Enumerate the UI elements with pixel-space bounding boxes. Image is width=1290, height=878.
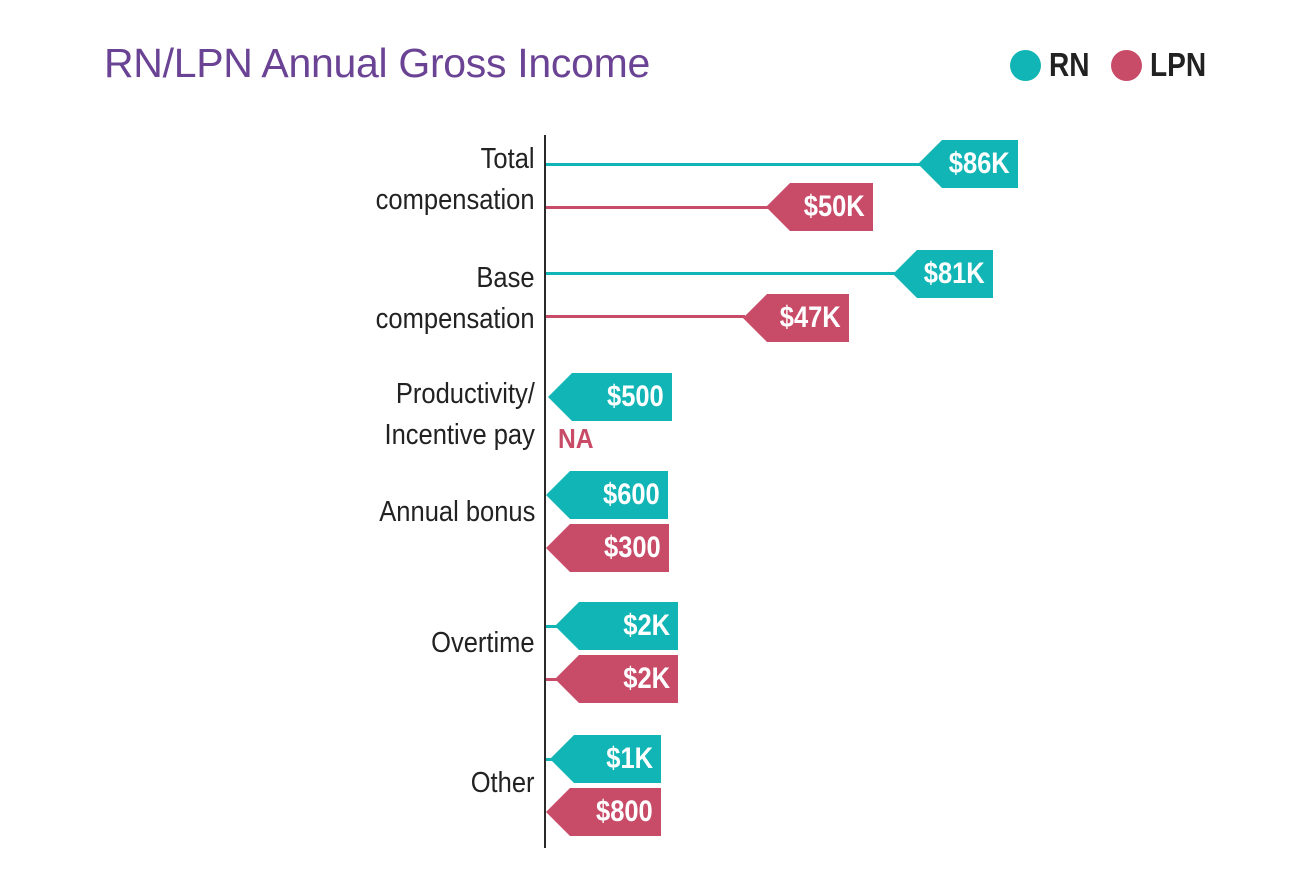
value-tag-productivity-rn: $500 — [548, 373, 672, 421]
value-tag-total-lpn: $50K — [766, 183, 873, 231]
value-tag-overtime-lpn: $2K — [555, 655, 678, 703]
category-label-other: Other — [471, 763, 535, 804]
tag-shape-icon — [546, 788, 661, 836]
category-label-productivity: Productivity/ Incentive pay — [385, 374, 535, 456]
legend-item-lpn: LPN — [1110, 46, 1216, 84]
bar-line-total-rn — [546, 163, 920, 166]
category-label-base: Base compensation — [376, 258, 535, 340]
category-label-total: Total compensation — [376, 139, 535, 221]
category-label-line: compensation — [376, 303, 535, 335]
value-label: $47K — [780, 301, 841, 334]
value-label: $2K — [623, 609, 670, 642]
rn-dot-icon — [1010, 49, 1041, 81]
category-label-overtime: Overtime — [431, 623, 535, 664]
bar-line-base-lpn — [546, 315, 745, 318]
value-label: $81K — [924, 257, 985, 290]
value-tag-base-rn: $81K — [893, 250, 993, 298]
tag-shape-icon — [766, 183, 873, 231]
value-tag-total-rn: $86K — [918, 140, 1018, 188]
tag-shape-icon — [743, 294, 849, 342]
value-tag-other-rn: $1K — [550, 735, 661, 783]
legend-label-lpn: LPN — [1149, 46, 1206, 83]
bar-line-overtime-lpn — [546, 678, 558, 681]
value-label: $86K — [949, 147, 1010, 180]
value-label: $800 — [596, 795, 653, 828]
category-label-line: Other — [471, 767, 535, 799]
tag-shape-icon — [546, 524, 669, 572]
legend-label-rn: RN — [1049, 46, 1090, 83]
category-label-line: Total — [481, 143, 535, 175]
bar-line-overtime-rn — [546, 625, 558, 628]
tag-shape-icon — [550, 735, 661, 783]
value-tag-base-lpn: $47K — [743, 294, 849, 342]
category-label-line: Incentive pay — [384, 419, 535, 451]
value-label: $1K — [606, 742, 653, 775]
chart-title: RN/LPN Annual Gross Income — [104, 40, 650, 86]
value-tag-bonus-rn: $600 — [546, 471, 668, 519]
legend-item-rn: RN — [1010, 46, 1097, 84]
bar-line-other-rn — [546, 758, 554, 761]
category-label-line: Base — [476, 262, 535, 294]
category-label-line: Overtime — [431, 627, 535, 659]
lpn-dot-icon — [1110, 49, 1142, 81]
tag-shape-icon — [555, 655, 678, 703]
category-label-line: Productivity/ — [396, 378, 535, 410]
value-tag-bonus-lpn: $300 — [546, 524, 669, 572]
category-label-line: compensation — [376, 184, 535, 216]
value-tag-other-lpn: $800 — [546, 788, 661, 836]
bar-line-total-lpn — [546, 206, 768, 209]
bar-line-base-rn — [546, 272, 895, 275]
value-label: $50K — [804, 190, 865, 223]
tag-shape-icon — [546, 471, 668, 519]
category-label-line: Annual bonus — [378, 496, 535, 528]
legend: RN LPN — [1010, 46, 1230, 84]
category-label-bonus: Annual bonus — [379, 492, 535, 533]
y-axis-line — [544, 135, 546, 848]
tag-shape-icon — [555, 602, 678, 650]
tag-shape-icon — [918, 140, 1018, 188]
value-na-productivity-lpn: NA — [558, 423, 594, 454]
value-tag-overtime-rn: $2K — [555, 602, 678, 650]
value-label: $2K — [623, 662, 670, 695]
value-label: $300 — [604, 531, 661, 564]
value-label: $600 — [603, 478, 660, 511]
tag-shape-icon — [893, 250, 993, 298]
tag-shape-icon — [548, 373, 672, 421]
value-label: $500 — [607, 380, 664, 413]
